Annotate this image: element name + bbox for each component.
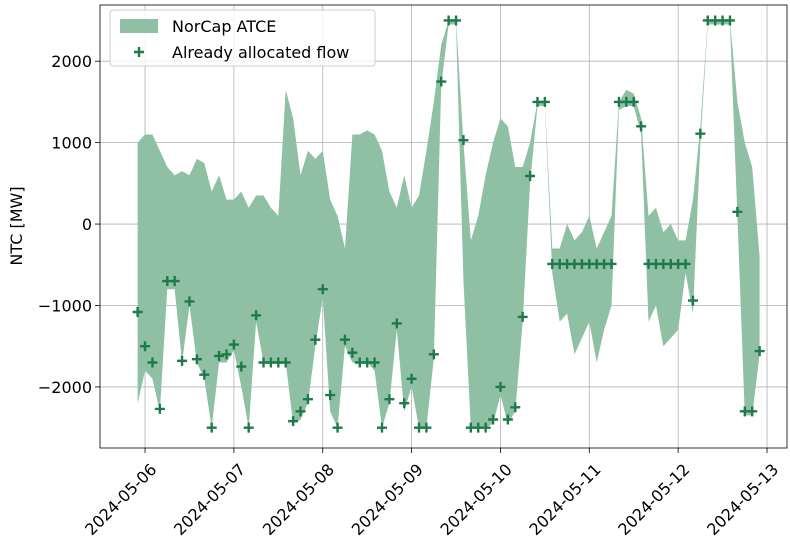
flow-marker xyxy=(680,258,691,269)
flow-marker xyxy=(488,414,499,425)
flow-marker xyxy=(428,349,439,360)
flow-marker xyxy=(310,334,321,345)
x-tick-label: 2024-05-13 xyxy=(703,460,782,539)
y-tick-label: 0 xyxy=(82,215,92,234)
flow-marker xyxy=(228,339,239,350)
flow-marker xyxy=(510,402,521,413)
y-tick-label: 2000 xyxy=(51,52,92,71)
flow-marker xyxy=(732,206,743,217)
flow-marker xyxy=(214,350,225,361)
flow-marker xyxy=(347,347,358,358)
flow-marker xyxy=(154,403,165,414)
x-tick-label: 2024-05-12 xyxy=(614,460,693,539)
flow-marker xyxy=(325,390,336,401)
flow-marker xyxy=(302,394,313,405)
y-tick-label: −1000 xyxy=(38,296,92,315)
x-tick-label: 2024-05-07 xyxy=(170,460,249,539)
legend-label: Already allocated flow xyxy=(172,43,349,62)
flow-marker xyxy=(243,422,254,433)
y-tick-label: −2000 xyxy=(38,378,92,397)
flow-marker xyxy=(399,398,410,409)
legend-box xyxy=(109,9,376,67)
flow-marker xyxy=(480,422,491,433)
x-tick-label: 2024-05-10 xyxy=(437,460,516,539)
flow-marker xyxy=(695,128,706,139)
flow-marker xyxy=(280,357,291,368)
flow-marker xyxy=(147,357,158,368)
flow-marker xyxy=(539,96,550,107)
y-tick-label: 1000 xyxy=(51,134,92,153)
flow-marker xyxy=(191,354,202,365)
flow-marker xyxy=(421,422,432,433)
flow-marker xyxy=(184,296,195,307)
flow-marker xyxy=(502,414,513,425)
x-tick-label: 2024-05-06 xyxy=(81,460,160,539)
flow-marker xyxy=(339,334,350,345)
flow-marker xyxy=(391,318,402,329)
legend-swatch xyxy=(120,19,158,33)
flow-marker xyxy=(628,96,639,107)
flow-marker xyxy=(406,373,417,384)
flow-marker xyxy=(525,171,536,182)
legend-marker xyxy=(134,47,144,57)
flow-marker xyxy=(495,381,506,392)
flow-marker xyxy=(369,357,380,368)
x-tick-label: 2024-05-11 xyxy=(525,460,604,539)
flow-marker xyxy=(169,276,180,287)
legend: NorCap ATCE Already allocated flow xyxy=(109,9,376,67)
flow-marker xyxy=(221,349,232,360)
plot-frame xyxy=(99,4,788,449)
flow-marker xyxy=(384,394,395,405)
legend-label: NorCap ATCE xyxy=(172,17,276,36)
flow-marker xyxy=(436,76,447,87)
flow-marker xyxy=(177,355,188,366)
flow-marker xyxy=(458,135,469,146)
atce-band xyxy=(137,20,760,428)
flow-marker xyxy=(295,406,306,417)
flow-marker xyxy=(517,311,528,322)
x-tick-label: 2024-05-09 xyxy=(348,460,427,539)
flow-marker xyxy=(236,361,247,372)
flow-marker xyxy=(251,310,262,321)
flow-marker xyxy=(747,406,758,417)
x-tick-label: 2024-05-08 xyxy=(259,460,338,539)
flow-marker xyxy=(754,346,765,357)
flow-marker xyxy=(332,422,343,433)
flow-marker xyxy=(606,258,617,269)
flow-marker xyxy=(206,422,217,433)
flow-marker xyxy=(317,284,328,295)
flow-marker xyxy=(687,295,698,306)
flow-marker xyxy=(199,369,210,380)
flow-marker xyxy=(140,341,151,352)
flow-marker xyxy=(288,416,299,427)
flow-marker xyxy=(132,307,143,318)
flow-marker xyxy=(636,121,647,132)
flow-marker xyxy=(376,422,387,433)
flow-marker xyxy=(451,15,462,26)
flow-marker xyxy=(724,15,735,26)
y-axis-label: NTC [MW] xyxy=(7,186,26,265)
